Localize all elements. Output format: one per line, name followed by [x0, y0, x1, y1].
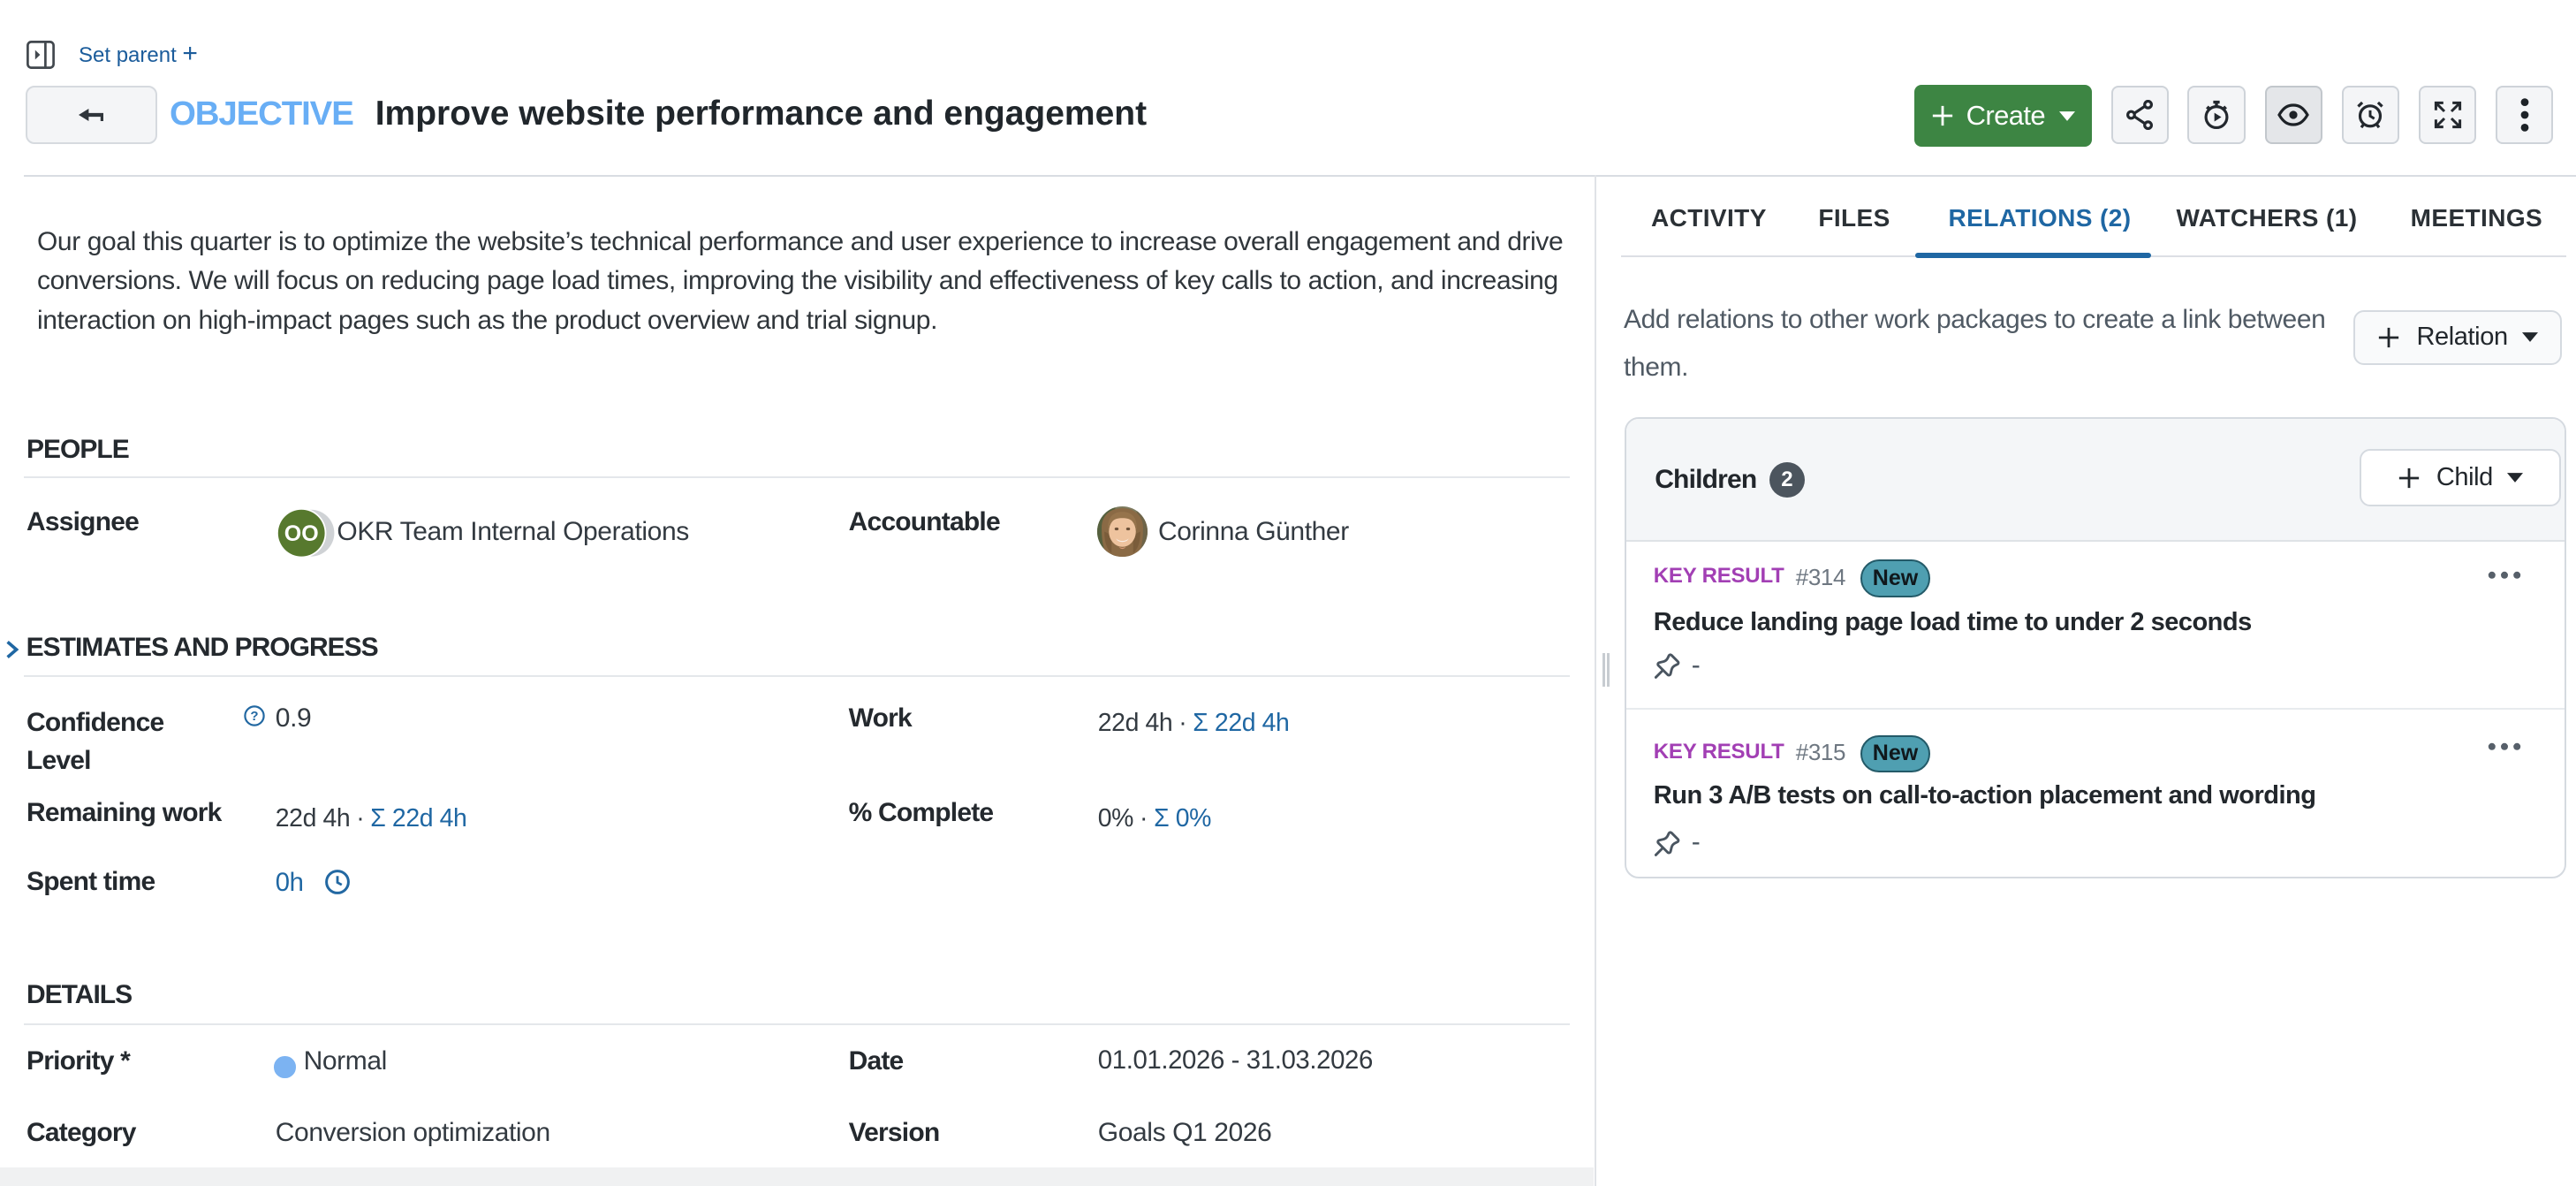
svg-text:?: ? — [251, 709, 259, 724]
svg-text:OO: OO — [284, 521, 318, 546]
